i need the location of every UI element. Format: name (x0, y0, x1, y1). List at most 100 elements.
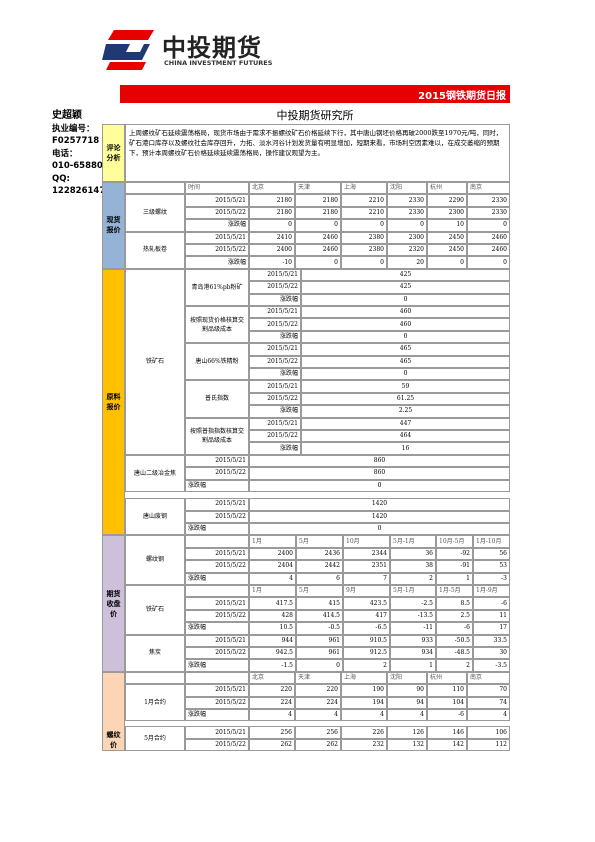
spot-cell: 2330 (467, 206, 510, 220)
spot-cell: 2330 (387, 194, 427, 207)
spot-cell: 2300 (427, 206, 467, 220)
futures-cell: 2015/5/21 (185, 547, 249, 561)
raw-other: 唐山废钢 (125, 498, 185, 536)
rebar-contract: 1月合约 (125, 684, 185, 722)
rebar-cell: 146 (427, 726, 467, 739)
department-title: 中投期货研究所 (276, 109, 354, 122)
raw-value: 0 (249, 523, 510, 536)
raw-value: 61.25 (301, 392, 510, 406)
raw-date: 2015/5/21 (249, 417, 301, 430)
raw-date: 2015/5/21 (185, 454, 249, 468)
spot-header: 沈阳 (387, 182, 427, 195)
futures-cell: 414.5 (296, 609, 343, 623)
raw-value: 1420 (249, 510, 510, 523)
futures-cell: 2 (343, 659, 390, 672)
rebar-cell: 190 (341, 684, 387, 697)
raw-other: 唐山二级冶金焦 (125, 454, 185, 492)
futures-cell: 11 (473, 609, 510, 623)
raw-value: 1420 (249, 498, 510, 511)
futures-cell: 4 (249, 572, 296, 585)
futures-cell: -92 (436, 547, 473, 561)
rebar-cell: 220 (295, 684, 341, 697)
rebar-header: 南京 (467, 671, 510, 685)
spot-cell: 0 (295, 219, 341, 232)
futures-product: 铁矿石 (125, 585, 185, 635)
spot-cell: 2450 (427, 244, 467, 257)
futures-cell: 2344 (343, 547, 390, 561)
spot-header: 天津 (295, 182, 341, 195)
futures-cell: 36 (390, 547, 436, 561)
raw-value: 460 (301, 306, 510, 319)
raw-date: 2015/5/22 (249, 430, 301, 443)
spot-cell: 0 (387, 219, 427, 232)
zt-logo-icon (102, 30, 154, 70)
rebar-cell: 262 (249, 738, 295, 752)
futures-cell: 53 (473, 560, 510, 573)
rebar-cell: 132 (387, 738, 427, 752)
rebar-header: 杭州 (427, 671, 467, 685)
raw-value: 59 (301, 380, 510, 393)
futures-cell: 934 (390, 647, 436, 660)
spot-cell: 2290 (427, 194, 467, 207)
futures-cell: -11 (390, 622, 436, 635)
futures-cell: 2015/5/22 (185, 647, 249, 660)
rebar-cell: 106 (467, 726, 510, 739)
raw-date: 2015/5/21 (249, 343, 301, 356)
spot-cell: 2015/5/21 (185, 194, 249, 207)
spot-cell: 10 (427, 219, 467, 232)
spot-header-blank (125, 182, 185, 195)
spot-cell: 0 (467, 256, 510, 269)
spot-cell: 2210 (341, 194, 387, 207)
report-title: 2015钢铁期货日报 (418, 91, 506, 102)
futures-cell: -91 (436, 560, 473, 573)
rebar-cell: 110 (427, 684, 467, 697)
spot-cell: 涨跌幅 (185, 219, 249, 232)
rebar-header: 北京 (249, 671, 295, 685)
spot-cell: 0 (341, 219, 387, 232)
futures-cell: 423.5 (343, 597, 390, 610)
futures-header: 10月-5月 (436, 535, 473, 548)
spot-header: 时间 (185, 182, 249, 195)
futures-cell: 2436 (296, 547, 343, 561)
futures-cell: 961 (296, 634, 343, 647)
spot-product: 热轧板卷 (125, 231, 185, 269)
section-raw: 原料报价 (102, 268, 125, 536)
spot-cell: 0 (427, 256, 467, 269)
raw-date: 2015/5/22 (249, 355, 301, 368)
raw-value: 464 (301, 430, 510, 443)
futures-cell: 2442 (296, 560, 343, 573)
rebar-cell: 224 (249, 696, 295, 709)
license-number: F0257718 (52, 136, 100, 146)
spot-cell: 0 (341, 256, 387, 269)
ore-type: 普氏指数 (185, 380, 249, 418)
ore-label: 铁矿石 (125, 268, 185, 455)
spot-cell: -10 (249, 256, 295, 269)
futures-cell: 2 (390, 572, 436, 585)
raw-date: 涨跌幅 (249, 442, 301, 455)
section-spot: 现货报价 (102, 182, 125, 269)
rebar-cell: 4 (387, 709, 427, 722)
rebar-cell: 104 (427, 696, 467, 709)
rebar-cell: 262 (295, 738, 341, 752)
spot-header: 杭州 (427, 182, 467, 195)
spot-cell: 0 (249, 219, 295, 232)
section-futures: 期货收盘价 (102, 535, 125, 672)
spot-cell: 2320 (387, 244, 427, 257)
license-label: 执业编号： (52, 123, 95, 134)
futures-header: 9月 (343, 585, 390, 598)
section-comment: 评论分析 (102, 124, 125, 182)
futures-header: 1月 (249, 585, 296, 598)
ore-type: 青岛港61%pb粉矿 (185, 268, 249, 306)
futures-cell: 2404 (249, 560, 296, 573)
rebar-cell: 112 (467, 738, 510, 752)
raw-date: 2015/5/22 (185, 510, 249, 523)
brand-name: 中投期货 (162, 34, 262, 62)
raw-date: 2015/5/21 (249, 380, 301, 393)
raw-value: 447 (301, 417, 510, 430)
spot-cell: 2380 (341, 231, 387, 244)
raw-value: 460 (301, 318, 510, 331)
spot-cell: 2330 (387, 206, 427, 220)
raw-value: 16 (301, 442, 510, 455)
futures-header: 1月 (249, 535, 296, 548)
section-rebar: 螺纹价 (102, 671, 125, 752)
